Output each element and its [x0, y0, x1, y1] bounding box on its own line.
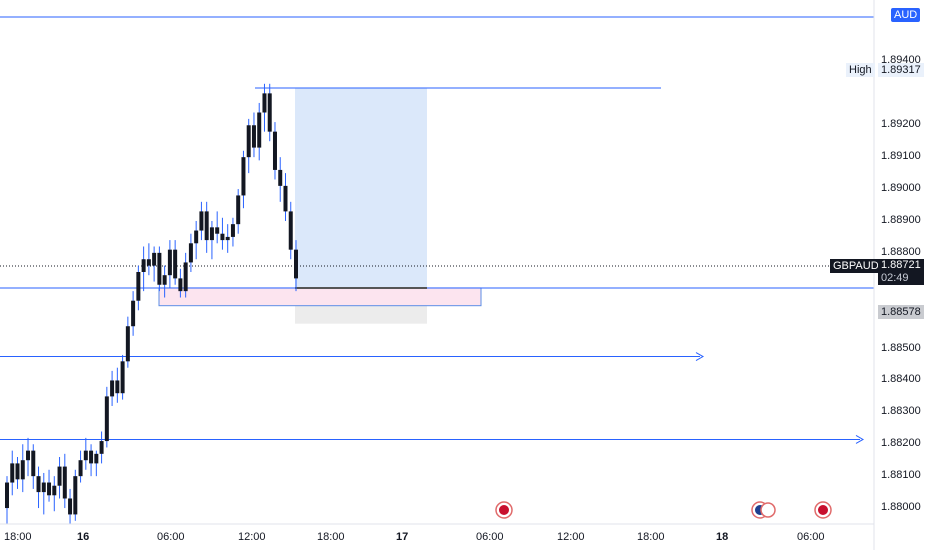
candle-body: [262, 93, 267, 113]
time-tick-label: 06:00: [476, 531, 504, 543]
candle-body: [110, 380, 115, 397]
candle-body: [251, 125, 256, 148]
target-zone: [295, 87, 427, 288]
candle-body: [104, 396, 109, 442]
candle-body: [89, 450, 94, 464]
price-tick-label: 1.88900: [881, 213, 921, 226]
candle-body: [225, 236, 230, 241]
price-tick-label: 1.88200: [881, 437, 921, 450]
time-tick-label: 12:00: [238, 531, 266, 543]
candle-body: [241, 157, 246, 196]
candle-body: [5, 482, 9, 509]
candle-body: [236, 195, 241, 225]
time-tick-label: 12:00: [557, 531, 585, 543]
last-price-value: 1.88721: [881, 259, 921, 271]
price-tick-label: 1.89000: [881, 182, 921, 195]
time-tick-label: 16: [77, 531, 90, 543]
candle-body: [20, 460, 25, 480]
candle-body: [31, 450, 36, 477]
candle-body: [47, 482, 52, 496]
time-tick-label: 17: [396, 531, 409, 543]
price-tick-label: 1.88000: [881, 501, 921, 514]
currency-tag[interactable]: AUD: [891, 8, 921, 22]
au-flag-icon-2: [760, 502, 776, 518]
candle-body: [294, 249, 298, 279]
candle-body: [215, 227, 220, 234]
arrow-1: [695, 352, 705, 361]
candle-body: [41, 482, 46, 493]
uk-flag-icon-inner: [499, 505, 509, 515]
candle-body: [157, 252, 162, 285]
candle-body: [278, 169, 283, 186]
candle-body: [230, 224, 235, 237]
candle-body: [257, 112, 262, 148]
candle-body: [62, 466, 67, 499]
candle-body: [173, 249, 178, 279]
pink-zone: [158, 287, 482, 307]
candle-body: [283, 185, 288, 212]
candle-body: [188, 243, 193, 263]
candle-body: [120, 361, 125, 394]
time-tick-label: 18:00: [4, 531, 32, 543]
candle-body: [99, 441, 104, 454]
high-label-text: High: [849, 64, 872, 76]
candle-body: [52, 485, 57, 496]
uk-flag-icon-inner: [818, 505, 828, 515]
candle-body: [83, 450, 88, 461]
time-tick-label: 06:00: [157, 531, 185, 543]
price-tick-label: 1.89100: [881, 150, 921, 163]
time-tick-label: 18:00: [317, 531, 345, 543]
candle-body: [141, 259, 146, 272]
price-tick-label: 1.88300: [881, 405, 921, 418]
price-tick-label: 1.88500: [881, 341, 921, 354]
candle-body: [73, 476, 78, 515]
candle-body: [26, 450, 31, 461]
candle-body: [194, 230, 199, 244]
time-tick-label: 06:00: [797, 531, 825, 543]
candle-body: [146, 259, 151, 266]
candle-body: [178, 278, 183, 292]
high-price-label: 1.89317: [878, 63, 924, 77]
candle-body: [57, 466, 62, 486]
candle-body: [15, 463, 20, 480]
candle-body: [131, 300, 136, 327]
candle-body: [78, 460, 83, 477]
candle-body: [288, 211, 293, 250]
candle-body: [167, 249, 172, 276]
high-label: High: [846, 63, 875, 77]
last-price-label: 1.88721 02:49: [878, 259, 924, 285]
candle-body: [94, 453, 99, 464]
candle-body: [152, 252, 157, 266]
candle-body: [272, 131, 277, 170]
candle-body: [199, 211, 204, 231]
symbol-label[interactable]: GBPAUD: [830, 259, 882, 273]
price-tick-label: 1.88800: [881, 245, 921, 258]
countdown-value: 02:49: [881, 272, 909, 284]
low-price-label: 1.88578: [878, 305, 924, 319]
price-tick-label: 1.89400: [881, 54, 921, 67]
time-tick-label: 18: [716, 531, 729, 543]
price-tick-label: 1.88100: [881, 469, 921, 482]
candle-body: [36, 476, 41, 493]
candle-body: [267, 93, 272, 132]
price-tick-label: 1.88400: [881, 373, 921, 386]
candle-body: [125, 326, 130, 362]
candle-body: [115, 380, 120, 394]
time-tick-label: 18:00: [637, 531, 665, 543]
price-tick-label: 1.89200: [881, 118, 921, 131]
candle-body: [162, 275, 167, 285]
arrow-2: [855, 435, 865, 444]
candle-body: [68, 498, 73, 515]
candle-body: [136, 272, 141, 301]
candle-body: [10, 463, 15, 483]
candle-body: [204, 211, 209, 241]
candle-body: [220, 233, 225, 241]
candle-body: [209, 227, 214, 241]
candle-body: [183, 262, 188, 292]
candle-body: [246, 125, 251, 158]
